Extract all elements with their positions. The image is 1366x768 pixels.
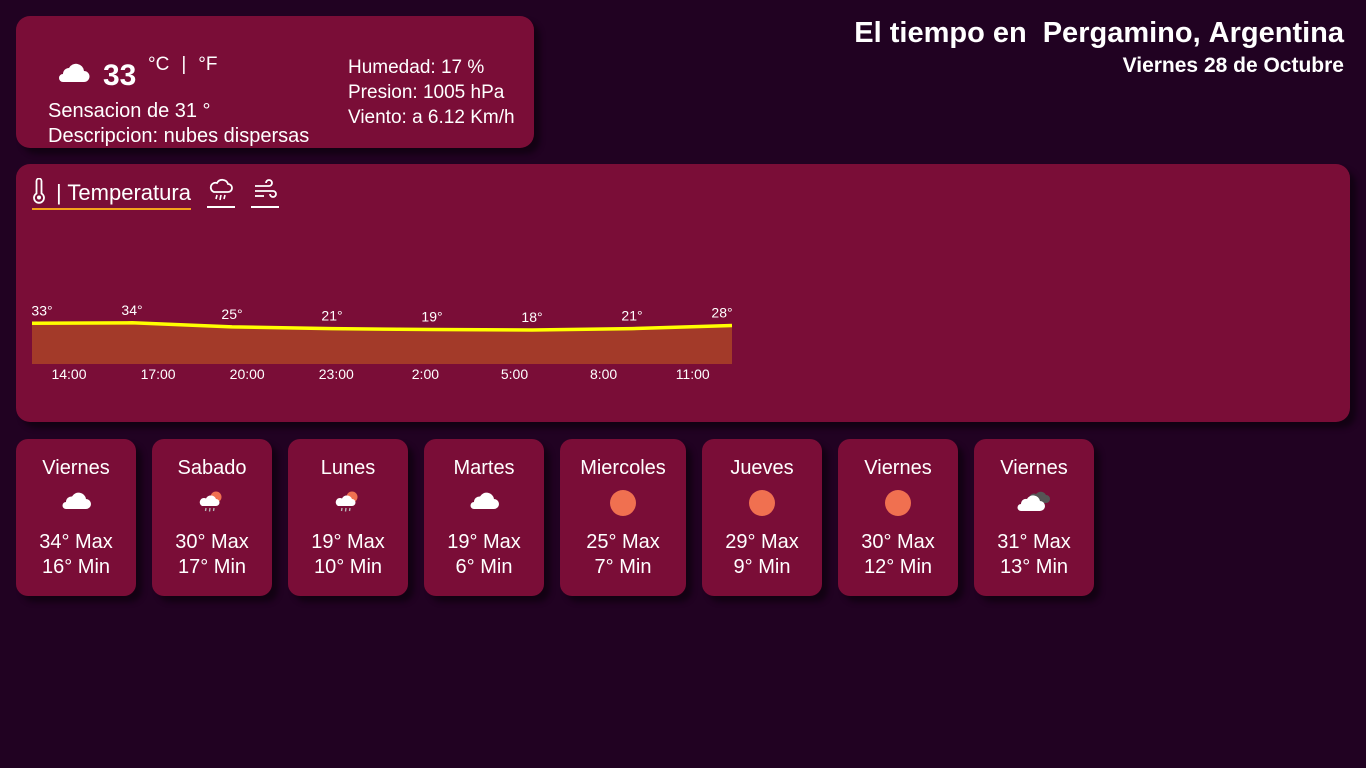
chart-x-tick-label: 5:00: [501, 366, 528, 382]
forecast-max-temp: 31° Max: [997, 531, 1071, 553]
chart-point-label: 25°: [221, 306, 242, 322]
chart-x-tick-label: 17:00: [141, 366, 176, 382]
forecast-day-name: Viernes: [864, 457, 932, 479]
wind-text: Viento: a 6.12 Km/h: [348, 107, 515, 128]
wind-icon: [252, 177, 278, 208]
chart-point-label: 33°: [31, 302, 52, 318]
unit-separator: |: [181, 54, 187, 75]
forecast-max-temp: 29° Max: [725, 531, 799, 553]
chart-x-tick-label: 11:00: [676, 366, 710, 382]
chart-point-label: 19°: [421, 309, 442, 325]
sun-icon: [609, 489, 637, 522]
forecast-card: Miercoles 25° Max 7° Min: [560, 439, 686, 596]
hourly-chart-card: 33° 34° 25° 21° 19° 18° 21° 28° 14:00 17:00 20:00 2…: [16, 164, 1350, 422]
forecast-min-temp: 13° Min: [999, 556, 1069, 578]
pressure-text: Presion: 1005 hPa: [348, 82, 505, 103]
forecast-card: Martes 19° Max 6° Min: [424, 439, 544, 596]
tab-wind[interactable]: [250, 177, 279, 208]
forecast-card: Jueves 29° Max 9° Min: [702, 439, 822, 596]
cloud-icon: [468, 489, 500, 516]
description-text: Descripcion: nubes dispersas: [48, 125, 310, 147]
temperature-chart: 33° 34° 25° 21° 19° 18° 21° 28° 14:00 17:00 20:00 2…: [31, 302, 733, 382]
rain-cloud-sun-icon: [334, 489, 362, 518]
forecast-day-name: Miercoles: [580, 457, 666, 479]
forecast-min-temp: 10° Min: [313, 556, 383, 578]
rain-cloud-sun-icon: [198, 489, 226, 518]
forecast-card: Viernes 30° Max 12° Min: [838, 439, 958, 596]
forecast-max-temp: 34° Max: [39, 531, 113, 553]
chart-x-tick-label: 14:00: [51, 366, 86, 382]
daily-forecast: Viernes 34° Max 16° Min Sabado 30° Max 17° Mi…: [0, 439, 1366, 599]
forecast-day-name: Martes: [453, 457, 515, 479]
chart-x-tick-label: 20:00: [230, 366, 265, 382]
forecast-day-name: Jueves: [730, 457, 794, 479]
chart-point-label: 18°: [521, 309, 542, 325]
title-comma: ,: [1192, 17, 1201, 49]
cloud-icon: [56, 60, 90, 89]
forecast-min-temp: 6° Min: [455, 556, 513, 578]
chart-area: [32, 322, 732, 364]
weather-stats: Humedad: 17 % Presion: 1005 hPa Viento: …: [348, 55, 515, 130]
city-name: Pergamino: [1042, 17, 1193, 49]
forecast-day-name: Viernes: [42, 457, 110, 479]
tab-temperature-label: | Temperatura: [56, 180, 191, 205]
forecast-max-temp: 19° Max: [311, 531, 385, 553]
current-weather-card: 33 °C | °F Sensacion de 31 ° Descripcion: …: [16, 16, 534, 148]
sun-icon: [884, 489, 912, 522]
unit-toggle: °C | °F: [148, 54, 217, 76]
cloud-icon: [60, 489, 92, 516]
forecast-card: Sabado 30° Max 17° Min: [152, 439, 272, 596]
cloud-dark-icon: [1016, 489, 1052, 518]
forecast-min-temp: 9° Min: [733, 556, 791, 578]
chart-x-tick-label: 8:00: [590, 366, 617, 382]
page-date: Viernes 28 de Octubre: [1122, 54, 1344, 77]
country-name: Argentina: [1208, 17, 1344, 49]
tab-temperature[interactable]: | Temperatura: [32, 177, 191, 210]
forecast-max-temp: 25° Max: [586, 531, 660, 553]
forecast-card: Lunes 19° Max 10° Min: [288, 439, 408, 596]
forecast-max-temp: 19° Max: [447, 531, 521, 553]
chart-x-tick-label: 2:00: [412, 366, 439, 382]
current-temperature: 33: [103, 59, 137, 92]
chart-line: [31, 321, 733, 332]
humidity-text: Humedad: 17 %: [348, 57, 485, 78]
page-title: El tiempo en Pergamino, Argentina: [854, 17, 1344, 50]
rain-cloud-icon: [208, 177, 234, 208]
forecast-min-temp: 12° Min: [863, 556, 933, 578]
forecast-day-name: Viernes: [1000, 457, 1068, 479]
fahrenheit-button[interactable]: °F: [198, 54, 218, 75]
tab-precipitation[interactable]: [206, 177, 235, 208]
forecast-max-temp: 30° Max: [861, 531, 935, 553]
celsius-button[interactable]: °C: [148, 54, 170, 75]
forecast-day-name: Lunes: [320, 457, 376, 479]
forecast-max-temp: 30° Max: [175, 531, 249, 553]
title-prefix: El tiempo en: [854, 17, 1027, 49]
chart-point-label: 21°: [621, 308, 642, 324]
chart-point-label: 28°: [711, 305, 732, 321]
forecast-card: Viernes 31° Max 13° Min: [974, 439, 1094, 596]
chart-point-label: 21°: [321, 308, 342, 324]
forecast-day-name: Sabado: [177, 457, 247, 479]
forecast-card: Viernes 34° Max 16° Min: [16, 439, 136, 596]
feels-like-text: Sensacion de 31 °: [48, 100, 211, 122]
forecast-min-temp: 7° Min: [594, 556, 652, 578]
chart-tabs: | Temperatura: [32, 177, 279, 210]
forecast-min-temp: 16° Min: [41, 556, 111, 578]
forecast-min-temp: 17° Min: [177, 556, 247, 578]
chart-x-tick-label: 23:00: [319, 366, 354, 382]
sun-icon: [748, 489, 776, 522]
thermometer-icon: [32, 177, 46, 209]
chart-point-label: 34°: [121, 302, 142, 318]
